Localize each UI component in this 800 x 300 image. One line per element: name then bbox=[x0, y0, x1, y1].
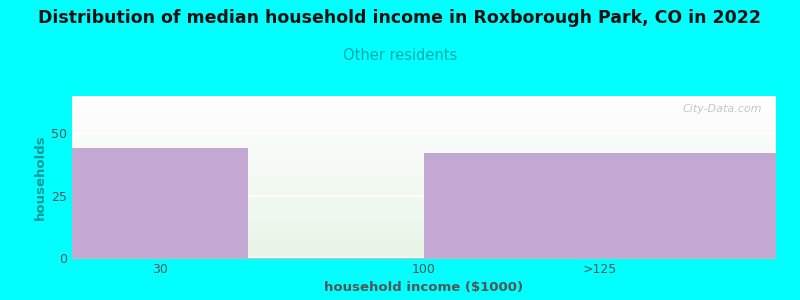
Bar bbox=[424, 153, 776, 258]
X-axis label: household income ($1000): household income ($1000) bbox=[325, 281, 523, 294]
Text: Distribution of median household income in Roxborough Park, CO in 2022: Distribution of median household income … bbox=[38, 9, 762, 27]
Y-axis label: households: households bbox=[34, 134, 47, 220]
Bar bbox=[72, 148, 248, 258]
Text: Other residents: Other residents bbox=[343, 48, 457, 63]
Text: City-Data.com: City-Data.com bbox=[682, 104, 762, 114]
